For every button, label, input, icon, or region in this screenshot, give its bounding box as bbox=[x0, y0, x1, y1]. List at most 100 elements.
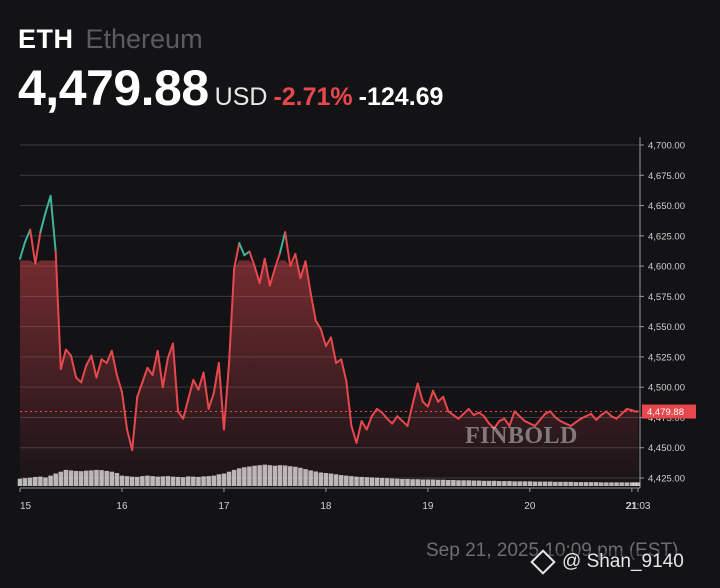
price-line-segment bbox=[518, 415, 526, 423]
price-line-segment bbox=[171, 342, 180, 413]
y-tick-label: 4,675.00 bbox=[648, 171, 685, 182]
price-line-segment bbox=[258, 257, 266, 285]
price-line-segment bbox=[39, 211, 47, 234]
x-tick-label: 18 bbox=[320, 501, 332, 512]
price-line-segment bbox=[243, 250, 251, 257]
timestamp: Sep 21, 2025 10:09 pm (EST) bbox=[426, 540, 679, 561]
price-line-segment bbox=[309, 291, 317, 322]
price-line-segment bbox=[49, 194, 57, 253]
price-line-segment bbox=[192, 378, 200, 391]
y-tick-label: 4,575.00 bbox=[648, 292, 685, 303]
volume-bar bbox=[635, 482, 641, 486]
price-line-segment bbox=[228, 267, 236, 364]
price-line-segment bbox=[569, 421, 577, 427]
price-line-segment bbox=[447, 410, 455, 417]
price-line-segment bbox=[146, 366, 154, 377]
price-line-segment bbox=[513, 410, 521, 418]
price-line-segment bbox=[386, 417, 394, 425]
ticker-row: ETH Ethereum bbox=[18, 24, 443, 55]
price-line-segment bbox=[365, 415, 373, 431]
price-line-segment bbox=[493, 420, 501, 430]
price-line-segment bbox=[115, 374, 123, 394]
y-tick-label: 4,500.00 bbox=[648, 383, 685, 394]
price-line-segment bbox=[197, 371, 205, 391]
y-tick-label: 4,425.00 bbox=[648, 474, 685, 485]
price-line-segment bbox=[539, 412, 547, 421]
y-tick-label: 4,450.00 bbox=[648, 443, 685, 454]
x-tick-label: 21:03 bbox=[625, 501, 650, 512]
price-line-segment bbox=[100, 358, 108, 364]
price-line-segment bbox=[105, 349, 113, 364]
price-line-segment bbox=[166, 342, 174, 360]
price-line-segment bbox=[442, 395, 450, 413]
price-line-segment bbox=[477, 411, 485, 418]
current-price: 4,479.88 bbox=[18, 60, 209, 116]
price-line-segment bbox=[595, 414, 603, 421]
price-line-segment bbox=[421, 400, 429, 408]
x-tick-label: 20 bbox=[524, 501, 536, 512]
price-line-segment bbox=[268, 267, 276, 287]
price-line-segment bbox=[304, 260, 312, 294]
price-line-segment bbox=[69, 354, 78, 379]
change-absolute: -124.69 bbox=[358, 83, 444, 111]
price-line-segment bbox=[212, 361, 220, 395]
current-price-label: 4,479.88 bbox=[647, 407, 684, 418]
price-line-segment bbox=[54, 250, 62, 371]
price-line-segment bbox=[207, 392, 215, 410]
price-line-segment bbox=[350, 424, 358, 444]
price-line-segment bbox=[263, 257, 271, 287]
price-line-segment bbox=[554, 416, 562, 423]
price-line-segment bbox=[156, 349, 164, 389]
price-line-segment bbox=[508, 410, 516, 427]
price-line-segment bbox=[126, 428, 134, 452]
price-line-segment bbox=[294, 252, 302, 280]
price-line-segment bbox=[340, 358, 348, 383]
y-tick-label: 4,650.00 bbox=[648, 201, 685, 212]
price-line-segment bbox=[452, 414, 460, 420]
price-line-segment bbox=[151, 349, 159, 377]
price-line-segment bbox=[289, 252, 297, 268]
x-tick-label: 17 bbox=[218, 501, 230, 512]
price-line-segment bbox=[549, 410, 557, 419]
price-line-segment bbox=[59, 348, 67, 371]
x-tick-label: 15 bbox=[20, 501, 32, 512]
x-tick-label: 16 bbox=[116, 501, 128, 512]
price-line-segment bbox=[605, 410, 613, 418]
price-line-segment bbox=[330, 336, 338, 364]
price-line-segment bbox=[233, 242, 241, 270]
price-header: ETH Ethereum 4,479.88 USD -2.71% -124.69 bbox=[18, 24, 443, 117]
y-tick-label: 4,625.00 bbox=[648, 231, 685, 242]
price-line-segment bbox=[299, 260, 307, 280]
price-line-segment bbox=[187, 378, 195, 401]
y-tick-label: 4,525.00 bbox=[648, 352, 685, 363]
price-line-segment bbox=[391, 415, 399, 425]
price-line-segment bbox=[620, 407, 628, 415]
price-line-segment bbox=[64, 348, 72, 357]
price-line-segment bbox=[416, 382, 424, 403]
x-tick-label: 21 bbox=[626, 501, 638, 512]
price-line-segment bbox=[182, 398, 190, 420]
price-line-segment bbox=[24, 228, 32, 243]
x-tick-label: 19 bbox=[422, 501, 434, 512]
price-line-segment bbox=[161, 357, 169, 389]
price-line-segment bbox=[314, 319, 322, 331]
credit-label: @ Shan_9140 bbox=[530, 549, 684, 575]
price-line-segment bbox=[202, 371, 210, 410]
ticker-symbol: ETH bbox=[18, 24, 74, 54]
price-line-segment bbox=[488, 422, 496, 430]
price-line-segment bbox=[44, 194, 52, 214]
price-line-segment bbox=[411, 382, 419, 406]
price-line-segment bbox=[590, 412, 598, 421]
price-line-segment bbox=[110, 349, 118, 377]
price-line-segment bbox=[284, 231, 292, 268]
price-line-segment bbox=[248, 250, 256, 268]
price-line-segment bbox=[90, 354, 98, 379]
price-line-segment bbox=[217, 361, 225, 431]
current-price-badge bbox=[642, 404, 696, 419]
price-line-segment bbox=[120, 391, 129, 431]
price-line-segment bbox=[355, 420, 363, 444]
price-line-segment bbox=[370, 407, 378, 418]
price-line-segment bbox=[136, 381, 144, 398]
y-tick-label: 4,600.00 bbox=[648, 262, 685, 273]
